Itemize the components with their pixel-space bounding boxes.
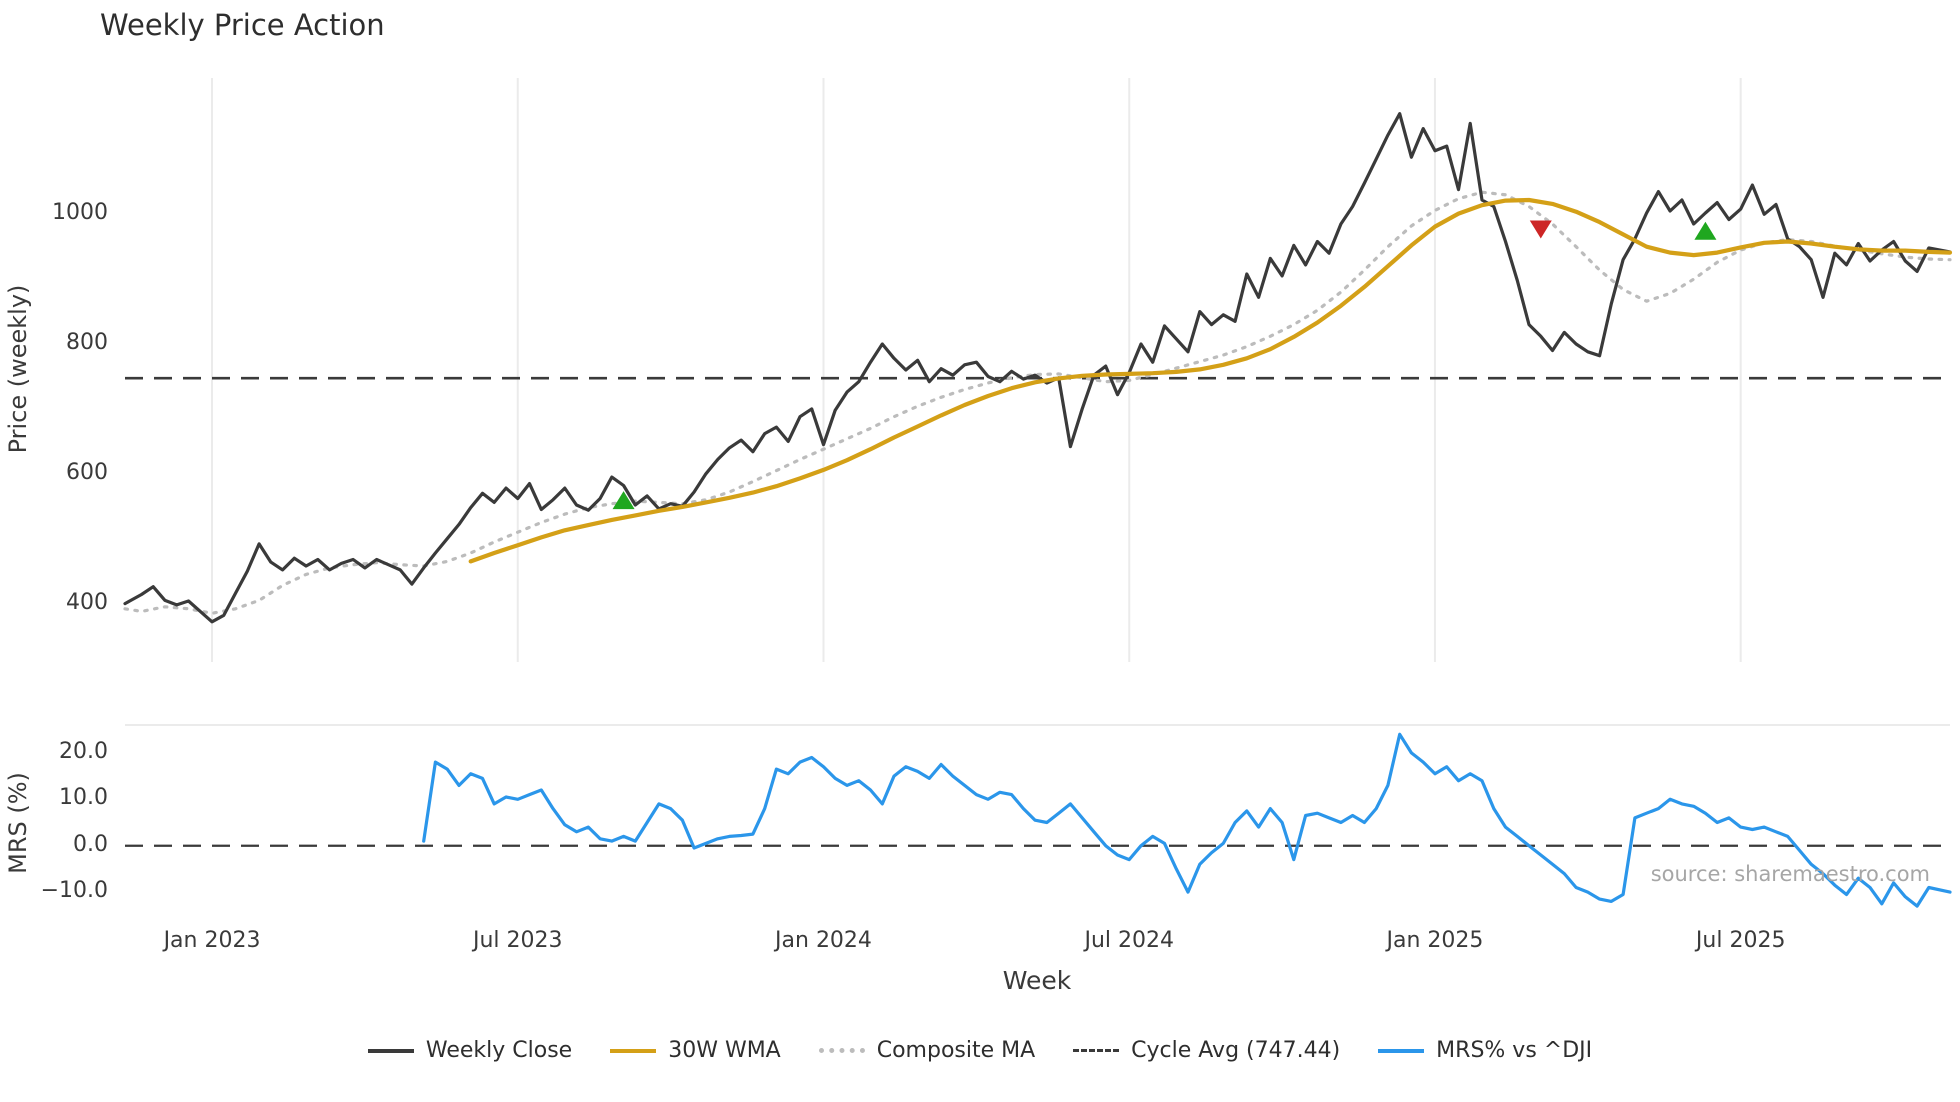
legend-label: Weekly Close (425, 1038, 573, 1063)
legend-label: Composite MA (876, 1038, 1036, 1063)
mrs-ytick-label: 10.0 (59, 785, 108, 811)
legend-item: Weekly Close (367, 1038, 573, 1063)
price-ytick-label: 400 (66, 589, 108, 615)
x-tick-label: Jul 2025 (1695, 928, 1786, 953)
legend-item: 30W WMA (610, 1038, 781, 1063)
chart-title: Weekly Price Action (100, 8, 385, 42)
legend-swatch-solid (367, 1048, 414, 1053)
legend: Weekly Close 30W WMA Composite MA Cycle Avg… (0, 1038, 1960, 1063)
price-ytick-label: 600 (66, 459, 108, 485)
x-tick-label: Jul 2023 (472, 928, 563, 953)
legend-swatch-dashed (1073, 1049, 1120, 1052)
legend-label: Cycle Avg (747.44) (1131, 1038, 1341, 1063)
buy-marker (1694, 221, 1717, 240)
price-ytick-label: 1000 (52, 200, 108, 226)
source-watermark: source: sharemaestro.com (1650, 862, 1930, 886)
x-tick-label: Jan 2025 (1386, 928, 1484, 953)
legend-swatch-solid (610, 1048, 657, 1053)
x-tick-label: Jan 2024 (775, 928, 872, 953)
mrs-line (422, 732, 1952, 908)
mrs-ytick-label: −10.0 (40, 878, 108, 904)
wma-line (468, 197, 1953, 564)
legend-label: 30W WMA (668, 1038, 781, 1063)
price-ytick-label: 800 (66, 330, 108, 356)
legend-item: Composite MA (818, 1038, 1036, 1063)
x-tick-label: Jan 2023 (163, 928, 261, 953)
composite-ma-line (123, 190, 1952, 615)
sell-marker (1529, 220, 1552, 239)
legend-label: MRS% vs ^DJI (1436, 1038, 1593, 1063)
x-tick-label: Jul 2024 (1084, 928, 1174, 953)
weekly-close-line (123, 112, 1952, 624)
legend-item: Cycle Avg (747.44) (1073, 1038, 1340, 1063)
x-axis-label: Week (1002, 966, 1072, 995)
mrs-ytick-label: 20.0 (59, 738, 108, 764)
legend-swatch-solid (1378, 1048, 1425, 1053)
legend-swatch-dotted (818, 1048, 865, 1053)
price-axis-label: Price (weekly) (4, 284, 32, 454)
buy-marker (612, 491, 635, 510)
legend-item: MRS% vs ^DJI (1378, 1038, 1592, 1063)
mrs-ytick-label: 0.0 (73, 831, 108, 857)
